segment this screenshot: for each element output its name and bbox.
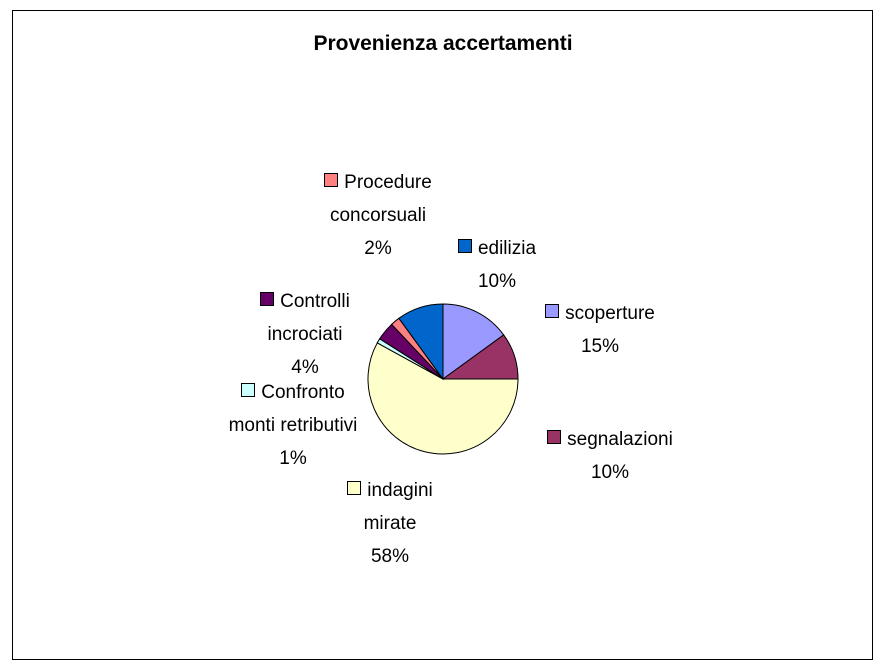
label-name-line: indagini mirate: [330, 474, 450, 540]
label-name-line: scoperture: [530, 297, 670, 330]
chart-frame: [12, 10, 873, 660]
legend-swatch: [241, 383, 256, 397]
value-label: 10%: [477, 271, 517, 292]
legend-swatch: [457, 239, 472, 253]
legend-swatch: [260, 292, 275, 306]
category-name: scoperture: [565, 303, 655, 324]
label-name-line: Controlli incrociati: [240, 285, 370, 351]
chart-title: Provenienza accertamenti: [313, 32, 573, 55]
value-label: 58%: [370, 546, 410, 567]
category-name: edilizia: [477, 238, 537, 259]
category-name: indagini mirate: [363, 480, 433, 534]
label-name-line: edilizia: [447, 232, 547, 265]
category-name: Confronto monti retributivi: [228, 382, 358, 436]
slice-label: indagini mirate 58%: [330, 474, 450, 573]
legend-swatch: [347, 481, 362, 495]
legend-swatch: [324, 173, 339, 187]
slice-label: Controlli incrociati 4%: [240, 285, 370, 384]
label-name-line: segnalazioni: [525, 423, 695, 456]
category-name: Procedure concorsuali: [329, 172, 432, 226]
legend-swatch: [547, 430, 562, 444]
pie-slice: [367, 342, 519, 455]
label-name-line: Confronto monti retributivi: [228, 376, 358, 442]
value-label: 4%: [291, 357, 319, 378]
pie-slice: [398, 303, 444, 381]
value-label: 15%: [580, 336, 620, 357]
slice-label: Procedure concorsuali 2%: [313, 166, 443, 265]
category-name: Controlli incrociati: [267, 291, 350, 345]
category-name: segnalazioni: [567, 429, 673, 450]
slice-label: scoperture 15%: [530, 297, 670, 363]
value-label: 2%: [364, 238, 392, 259]
value-label: 1%: [279, 448, 307, 469]
slice-label: segnalazioni 10%: [525, 423, 695, 489]
label-name-line: Procedure concorsuali: [313, 166, 443, 232]
value-label: 10%: [590, 462, 630, 483]
legend-swatch: [545, 304, 560, 318]
slice-label: edilizia 10%: [447, 232, 547, 298]
pie-slice: [442, 303, 505, 380]
slice-label: Confronto monti retributivi 1%: [228, 376, 358, 475]
